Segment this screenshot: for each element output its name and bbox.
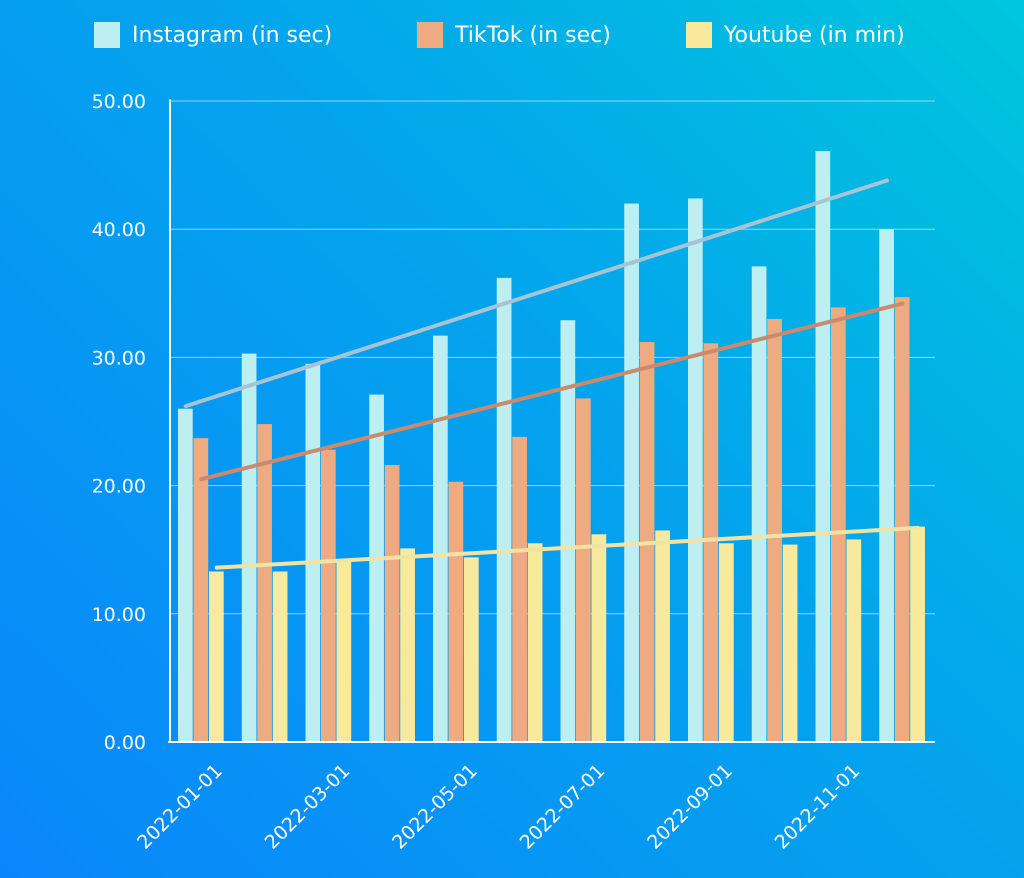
legend-label-youtube: Youtube (in min) [724,22,905,48]
bar-2-9 [782,544,798,742]
bar-2-2 [336,561,352,742]
y-tick-label: 40.00 [92,219,146,241]
legend-label-tiktok: TikTok (in sec) [455,22,611,48]
x-tick-label: 2022-09-01 [643,760,737,854]
bar-0-6 [560,320,576,742]
y-tick-label: 0.00 [104,732,146,754]
bar-1-1 [257,424,272,742]
bar-1-8 [703,343,719,742]
bar-0-3 [369,394,384,742]
legend-swatch-tiktok [417,22,443,48]
bar-0-9 [751,266,767,742]
x-tick-label: 2022-05-01 [388,760,482,854]
bar-2-5 [527,543,543,742]
y-tick-label: 50.00 [92,91,146,113]
y-tick-label: 10.00 [92,604,146,626]
y-tick-label: 20.00 [92,476,146,498]
bar-0-10 [815,150,831,743]
legend-item-youtube: Youtube (in min) [686,22,905,48]
legend-swatch-instagram [94,22,120,48]
trendline-2 [214,525,920,570]
bar-0-11 [879,229,894,742]
bar-2-7 [655,530,670,742]
bar-0-0 [178,408,193,742]
bar-2-8 [719,543,734,742]
bar-2-4 [464,557,479,742]
x-tick-label: 2022-03-01 [261,760,355,854]
bar-2-1 [272,571,288,742]
x-tick-label: 2022-11-01 [771,760,865,854]
bar-0-5 [496,277,512,742]
x-tick-label: 2022-07-01 [516,760,610,854]
legend-item-instagram: Instagram (in sec) [94,22,332,48]
bar-0-7 [624,203,639,742]
bar-0-1 [241,353,257,742]
bar-1-4 [448,481,464,742]
legend-label-instagram: Instagram (in sec) [132,22,333,48]
bar-1-11 [894,297,910,742]
bar-0-8 [688,198,703,742]
bar-1-2 [321,449,336,742]
bar-1-0 [193,438,209,742]
bar-0-2 [305,363,321,742]
legend: Instagram (in sec) TikTok (in sec) Youtu… [0,22,1024,62]
legend-swatch-youtube [686,22,712,48]
bar-1-6 [576,398,591,742]
bar-2-3 [400,548,415,742]
bar-1-9 [767,318,782,742]
bar-1-10 [831,307,846,742]
y-tick-label: 30.00 [92,347,146,369]
x-tick-label: 2022-01-01 [133,760,227,854]
bar-2-11 [910,526,925,742]
bar-2-0 [209,571,224,742]
trendline-0 [183,178,889,409]
bar-2-6 [591,534,607,742]
trendline-1 [199,301,905,482]
legend-item-tiktok: TikTok (in sec) [417,22,611,48]
bar-1-3 [384,465,400,742]
bar-2-10 [846,539,862,742]
bar-1-5 [512,436,527,742]
bar-0-4 [433,335,448,742]
